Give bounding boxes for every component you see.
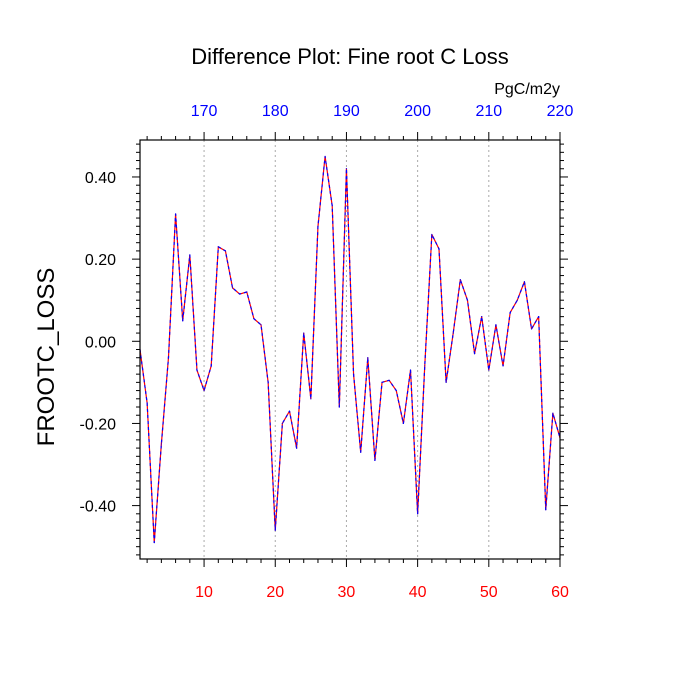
x-top-tick-label-20: 180 (262, 103, 289, 120)
data-point (481, 316, 483, 318)
y-tick-label: 0.20 (85, 252, 116, 269)
data-point (360, 451, 362, 453)
data-point (438, 248, 440, 250)
data-point (523, 281, 526, 283)
x-bottom-tick-label-40: 40 (409, 584, 427, 601)
data-point (288, 410, 291, 412)
x-bottom-tick-label-20: 20 (266, 584, 284, 601)
data-point (417, 513, 419, 515)
data-point (146, 402, 148, 404)
data-point (538, 316, 540, 318)
ticks-layer (132, 132, 568, 567)
data-point (545, 509, 547, 511)
data-point (502, 365, 504, 367)
x-bottom-tick-label-10: 10 (195, 584, 213, 601)
data-point (246, 291, 248, 293)
data-point (388, 379, 390, 381)
y-tick-label: 0.00 (85, 334, 116, 351)
y-tick-label: -0.40 (80, 499, 117, 516)
grid-layer (203, 140, 490, 559)
data-point (409, 369, 412, 371)
data-point (345, 168, 348, 170)
data-point (552, 412, 554, 414)
y-tick-label: -0.20 (80, 416, 117, 433)
x-top-tick-label-40: 200 (404, 103, 431, 120)
data-point (431, 233, 433, 236)
series-layer (139, 155, 561, 544)
data-point (331, 205, 333, 207)
data-point (516, 299, 518, 301)
x-bottom-tick-label-30: 30 (338, 584, 356, 601)
data-point (296, 447, 298, 449)
data-point (324, 155, 326, 158)
x-bottom-tick-label-50: 50 (480, 584, 498, 601)
data-point (338, 406, 340, 408)
plot-frame (139, 139, 561, 560)
data-point (310, 398, 312, 400)
data-point (473, 353, 476, 355)
data-point (530, 328, 533, 330)
data-point (210, 365, 212, 367)
data-point (239, 293, 241, 295)
data-point (189, 254, 191, 256)
data-point (445, 381, 447, 383)
data-point (317, 225, 319, 227)
data-point (167, 357, 170, 359)
data-point (466, 299, 469, 301)
data-point (459, 279, 461, 281)
data-point (374, 459, 376, 462)
chart-title: Difference Plot: Fine root C Loss (191, 44, 509, 69)
data-point (488, 369, 490, 371)
data-point (160, 443, 162, 445)
x-top-tick-label-30: 190 (333, 103, 360, 120)
data-point (231, 287, 234, 289)
data-point (452, 332, 454, 334)
y-axis-label: FROOTC_LOSS (33, 268, 60, 447)
data-point (260, 324, 262, 326)
series-line-red (139, 155, 561, 544)
data-point (217, 246, 219, 248)
x-bottom-tick-label-60: 60 (551, 584, 569, 601)
data-point (267, 381, 269, 383)
data-point (153, 541, 155, 544)
data-point (424, 365, 426, 367)
top-axis-units: PgC/m2y (494, 81, 560, 98)
labels-layer: 10 170 20 180 30 190 40 200 50 210 60 220 0.40 0.20 0.… (80, 103, 574, 601)
data-point (281, 422, 283, 425)
data-point (224, 250, 227, 252)
data-point (352, 373, 355, 375)
data-point (174, 213, 177, 215)
y-tick-label: 0.40 (85, 170, 116, 187)
x-top-tick-label-10: 170 (191, 103, 218, 120)
data-point (402, 422, 404, 425)
data-point (303, 332, 305, 334)
data-point (274, 529, 276, 531)
data-point (495, 324, 497, 326)
data-point (381, 381, 383, 383)
data-point (509, 311, 511, 314)
x-top-tick-label-60: 220 (547, 103, 574, 120)
data-point (196, 369, 198, 371)
data-point (253, 318, 255, 320)
series-line-blue (139, 155, 561, 544)
data-point (367, 357, 369, 359)
x-top-tick-label-50: 210 (475, 103, 502, 120)
data-point (395, 389, 397, 392)
data-point (182, 320, 184, 322)
data-point (203, 389, 205, 392)
